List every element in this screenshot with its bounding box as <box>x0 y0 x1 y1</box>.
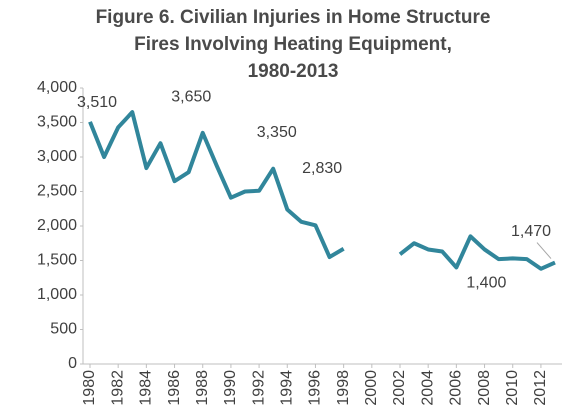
x-tick-label: 1984 <box>138 370 155 406</box>
x-tick-label: 1998 <box>335 370 352 406</box>
x-tick-label: 1992 <box>250 370 267 406</box>
x-tick-label: 1988 <box>194 370 211 406</box>
data-line <box>398 234 556 271</box>
y-tick-label: 3,500 <box>37 114 77 131</box>
y-tick-label: 2,500 <box>37 183 77 200</box>
data-label: 3,510 <box>77 94 117 111</box>
x-tick-label: 2010 <box>504 370 521 406</box>
y-tick-label: 1,000 <box>37 286 77 303</box>
data-label: 1,400 <box>466 275 506 292</box>
data-label: 3,650 <box>171 88 211 105</box>
data-label: 3,350 <box>257 124 297 141</box>
x-tick-label: 1982 <box>109 370 126 406</box>
data-label: 1,470 <box>511 223 551 240</box>
x-tick-label: 1986 <box>166 370 183 406</box>
x-tick-label: 1994 <box>278 370 295 406</box>
x-tick-label: 2012 <box>532 370 549 406</box>
x-tick-label: 2006 <box>448 370 465 406</box>
x-tick-label: 2000 <box>363 370 380 406</box>
x-tick-label: 2004 <box>419 370 436 406</box>
x-tick-label: 2002 <box>391 370 408 406</box>
data-label: 2,830 <box>302 160 342 177</box>
chart-title: 1980-2013 <box>248 61 339 82</box>
x-tick-label: 1990 <box>222 370 239 406</box>
x-tick-label: 2008 <box>476 370 493 406</box>
chart-title: Figure 6. Civilian Injuries in Home Stru… <box>96 7 491 28</box>
x-tick-label: 1980 <box>81 370 98 406</box>
y-tick-label: 1,500 <box>37 252 77 269</box>
data-line <box>88 110 345 260</box>
y-tick-label: 500 <box>50 321 77 338</box>
y-tick-label: 2,000 <box>37 217 77 234</box>
x-tick-label: 1996 <box>307 370 324 406</box>
leader-line <box>536 242 552 259</box>
chart-title: Fires Involving Heating Equipment, <box>134 34 452 55</box>
y-tick-label: 4,000 <box>37 79 77 96</box>
y-tick-label: 3,000 <box>37 148 77 165</box>
y-tick-label: 0 <box>68 355 77 372</box>
